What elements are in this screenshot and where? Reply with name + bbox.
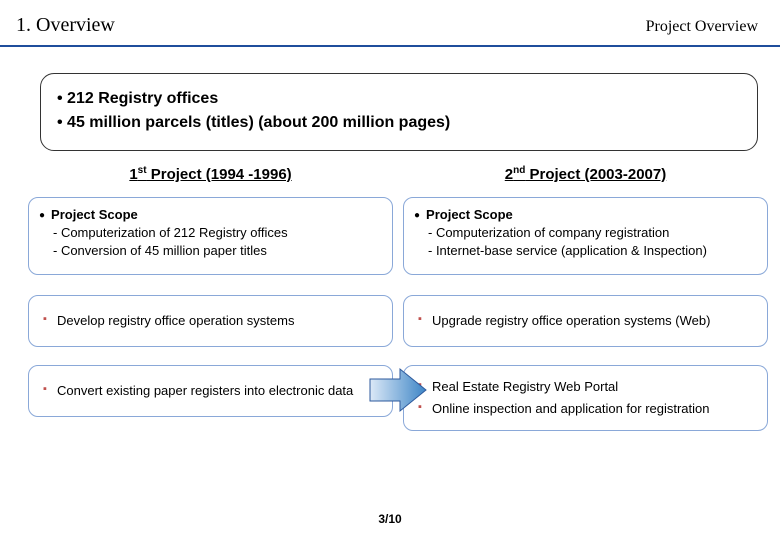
project1-task1-box: Develop registry office operation system… <box>28 295 393 347</box>
project2-scope-box: Project Scope - Computerization of compa… <box>403 197 768 275</box>
heading-ord: 2 <box>505 166 513 183</box>
slide-header: 1. Overview Project Overview <box>0 0 780 47</box>
heading-rest: Project (2003-2007) <box>525 166 666 183</box>
scope-line: - Computerization of company registratio… <box>428 224 757 242</box>
right-column: 2nd Project (2003-2007) Project Scope - … <box>403 165 768 449</box>
fact-line: • 45 million parcels (titles) (about 200… <box>57 114 741 132</box>
heading-ord: 1 <box>129 166 137 183</box>
task-line: Upgrade registry office operation system… <box>418 312 757 330</box>
project2-task2-box: Real Estate Registry Web Portal Online i… <box>403 365 768 431</box>
two-column-layout: 1st Project (1994 -1996) Project Scope -… <box>28 165 768 449</box>
project2-heading: 2nd Project (2003-2007) <box>403 165 768 183</box>
heading-rest: Project (1994 -1996) <box>147 166 292 183</box>
project1-scope-box: Project Scope - Computerization of 212 R… <box>28 197 393 275</box>
fact-line: • 212 Registry offices <box>57 90 741 108</box>
project1-heading: 1st Project (1994 -1996) <box>28 165 393 183</box>
scope-title: Project Scope <box>414 206 757 224</box>
scope-line: - Computerization of 212 Registry office… <box>53 224 382 242</box>
task-line: Online inspection and application for re… <box>418 400 757 418</box>
page-number: 3/10 <box>0 512 780 526</box>
key-facts-box: • 212 Registry offices • 45 million parc… <box>40 73 758 151</box>
heading-sup: st <box>138 165 147 176</box>
task-line: Convert existing paper registers into el… <box>43 382 382 400</box>
task-line: Real Estate Registry Web Portal <box>418 378 757 396</box>
heading-sup: nd <box>513 165 525 176</box>
project1-task2-box: Convert existing paper registers into el… <box>28 365 393 417</box>
task-line: Develop registry office operation system… <box>43 312 382 330</box>
project2-task1-box: Upgrade registry office operation system… <box>403 295 768 347</box>
transition-arrow-icon <box>368 365 428 415</box>
scope-line: - Conversion of 45 million paper titles <box>53 242 382 260</box>
scope-line: - Internet-base service (application & I… <box>428 242 757 260</box>
slide-title: Project Overview <box>646 18 758 36</box>
left-column: 1st Project (1994 -1996) Project Scope -… <box>28 165 393 449</box>
scope-title: Project Scope <box>39 206 382 224</box>
section-number-title: 1. Overview <box>16 14 115 37</box>
